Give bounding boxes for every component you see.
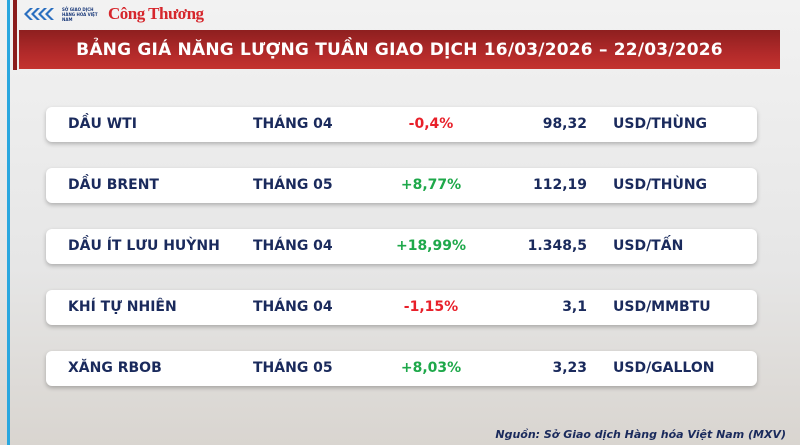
logo-area: SỞ GIAO DỊCH HÀNG HÓA VIỆT NAM Công Thươ… <box>22 0 204 28</box>
source-note: Nguồn: Sở Giao dịch Hàng hóa Việt Nam (M… <box>495 428 786 441</box>
price-value: 1.348,5 <box>527 238 587 254</box>
price-value: 98,32 <box>542 116 587 132</box>
price-row: XĂNG RBOB THÁNG 05 +8,03% 3,23 USD/GALLO… <box>46 351 757 386</box>
accent-bar-red <box>13 0 17 70</box>
commodity-name: DẦU WTI <box>68 116 137 132</box>
commodity-name: KHÍ TỰ NHIÊN <box>68 299 177 315</box>
contract-month: THÁNG 04 <box>253 116 333 132</box>
commodity-name: DẦU BRENT <box>68 177 159 193</box>
price-row: DẦU ÍT LƯU HUỲNH THÁNG 04 +18,99% 1.348,… <box>46 229 757 264</box>
change-percent: -1,15% <box>403 299 459 315</box>
price-unit: USD/GALLON <box>613 360 715 376</box>
price-unit: USD/MMBTU <box>613 299 711 315</box>
price-row: KHÍ TỰ NHIÊN THÁNG 04 -1,15% 3,1 USD/MMB… <box>46 290 757 325</box>
contract-month: THÁNG 05 <box>253 177 333 193</box>
commodity-name: XĂNG RBOB <box>68 360 162 376</box>
contract-month: THÁNG 04 <box>253 299 333 315</box>
change-percent: +8,03% <box>400 360 462 376</box>
mxv-logo-icon <box>24 8 54 20</box>
change-percent: +18,99% <box>395 238 467 254</box>
change-percent: -0,4% <box>408 116 454 132</box>
page-title: BẢNG GIÁ NĂNG LƯỢNG TUẦN GIAO DỊCH 16/03… <box>19 30 780 69</box>
logo-newspaper: Công Thương <box>108 4 204 23</box>
price-row: DẦU BRENT THÁNG 05 +8,77% 112,19 USD/THÙ… <box>46 168 757 203</box>
price-unit: USD/THÙNG <box>613 177 708 193</box>
contract-month: THÁNG 04 <box>253 238 333 254</box>
price-value: 3,1 <box>562 299 587 315</box>
logo-exchange-text: SỞ GIAO DỊCH HÀNG HÓA VIỆT NAM <box>62 6 98 22</box>
price-value: 3,23 <box>552 360 587 376</box>
price-unit: USD/THÙNG <box>613 116 708 132</box>
price-row: DẦU WTI THÁNG 04 -0,4% 98,32 USD/THÙNG <box>46 107 757 142</box>
change-percent: +8,77% <box>400 177 462 193</box>
commodity-name: DẦU ÍT LƯU HUỲNH <box>68 238 220 254</box>
price-value: 112,19 <box>532 177 587 193</box>
price-unit: USD/TẤN <box>613 238 684 254</box>
accent-bar-blue <box>7 0 10 445</box>
contract-month: THÁNG 05 <box>253 360 333 376</box>
